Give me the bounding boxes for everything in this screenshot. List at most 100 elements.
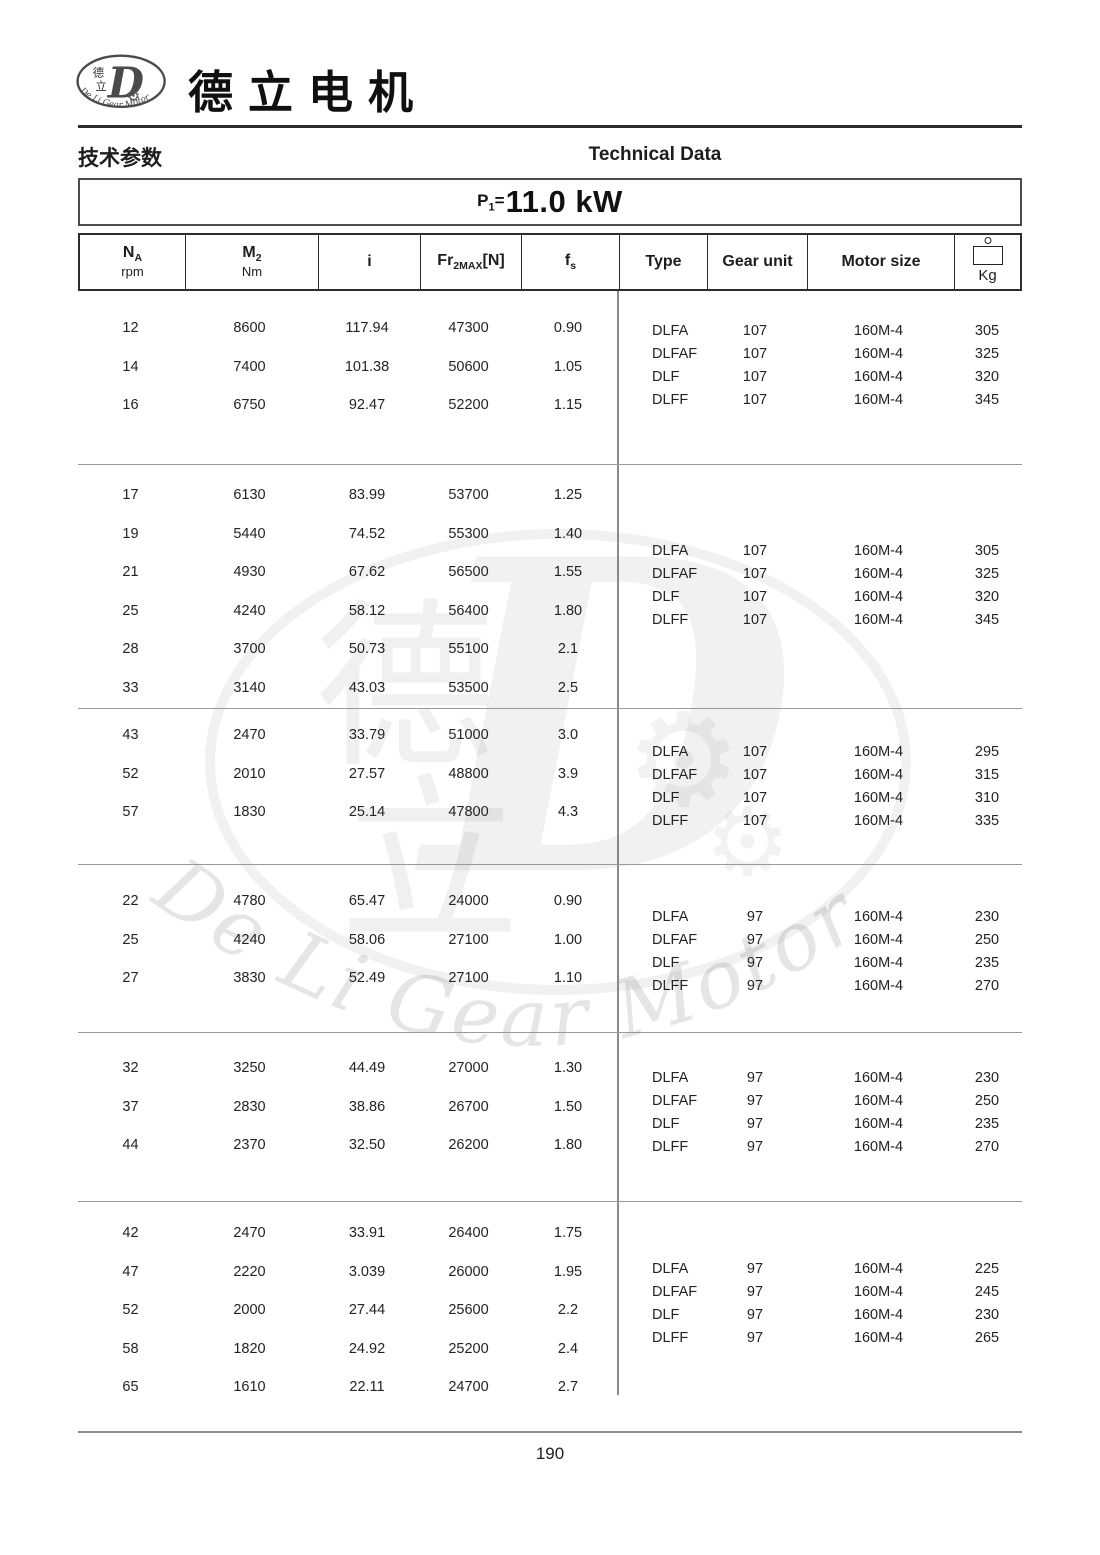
cell-type: DLFA: [652, 743, 689, 760]
group-variant-rows: DLFA 97 160M-4 230 DLFAF 97 160M-4 250 D…: [78, 1067, 1022, 1159]
cell-gear-unit: 97: [746, 1116, 764, 1132]
cell-fr2max: 26400: [448, 1225, 489, 1241]
cell-na-rpm: 33: [122, 679, 139, 696]
cell-type: DLFF: [652, 812, 689, 829]
cell-type: DLFF: [652, 391, 689, 408]
cell-fs: 1.00: [553, 931, 583, 948]
variant-row: DLFAF 107 160M-4 325: [78, 343, 1022, 366]
cell-fr2max: 26200: [448, 1137, 489, 1153]
cell-na-rpm: 25: [122, 602, 139, 619]
cell-motor-size: 160M-4: [853, 565, 904, 582]
cell-fs: 1.80: [553, 602, 583, 619]
cell-fs: 1.15: [553, 397, 583, 413]
cell-gear-unit: 107: [742, 789, 768, 806]
cell-fr2max: 52200: [448, 397, 489, 413]
cell-ratio: 58.06: [348, 931, 386, 948]
weight-icon: [972, 246, 1003, 266]
cell-fs: 1.55: [553, 564, 583, 580]
cell-motor-size: 160M-4: [853, 368, 904, 385]
cell-motor-size: 160M-4: [853, 954, 904, 971]
cell-type: DLFA: [652, 542, 689, 559]
cell-type: DLFA: [652, 322, 689, 339]
cell-ratio: 22.11: [349, 1379, 385, 1395]
cell-fr2max: 53500: [448, 679, 489, 696]
cell-na-rpm: 12: [122, 320, 139, 336]
cell-gear-unit: 97: [746, 1260, 764, 1277]
cell-gear-unit: 97: [746, 1070, 764, 1086]
cell-fr2max: 26700: [448, 1098, 489, 1115]
cell-m2-nm: 1610: [233, 1379, 266, 1395]
variant-row: DLFAF 97 160M-4 250: [78, 1090, 1022, 1113]
table-row: 12 8600 117.94 47300 0.90: [78, 309, 1022, 348]
cell-fs: 1.25: [553, 487, 583, 503]
cell-m2-nm: 4930: [233, 564, 266, 580]
cell-fs: 2.5: [557, 679, 579, 696]
page-number: 190: [535, 1444, 565, 1463]
cell-m2-nm: 2220: [233, 1263, 266, 1280]
table-row: 52 2000 27.44 25600 2.2: [78, 1291, 1022, 1330]
power-value: 11.0 kW: [505, 184, 623, 219]
cell-fr2max: 25600: [448, 1302, 489, 1318]
cell-na-rpm: 57: [122, 804, 139, 820]
cell-type: DLF: [652, 588, 680, 605]
cell-fs: 1.50: [553, 1098, 583, 1115]
cell-gear-unit: 107: [742, 812, 768, 829]
variant-row: DLF 107 160M-4 310: [78, 787, 1022, 810]
column-header-m2: M2 Nm: [185, 235, 318, 289]
group-variant-rows: DLFA 107 160M-4 295 DLFAF 107 160M-4 315…: [78, 741, 1022, 833]
cell-fr2max: 47800: [448, 804, 489, 820]
cell-type: DLFAF: [652, 766, 698, 783]
cell-fr2max: 51000: [448, 727, 489, 743]
cell-type: DLFA: [652, 908, 689, 925]
group-performance-rows: 32 3250 44.49 27000 1.30 37 2830 38.86 2…: [78, 1033, 1022, 1165]
cell-weight: 310: [974, 789, 1000, 806]
cell-fs: 1.80: [553, 1137, 583, 1153]
cell-m2-nm: 3140: [233, 679, 266, 696]
cell-fr2max: 25200: [448, 1340, 489, 1357]
variant-row: DLFAF 107 160M-4 315: [78, 764, 1022, 787]
cell-type: DLFAF: [652, 565, 698, 582]
variant-row: DLFA 97 160M-4 230: [78, 906, 1022, 929]
cell-weight: 315: [974, 766, 1000, 783]
cell-motor-size: 160M-4: [853, 1139, 904, 1155]
variant-row: DLFF 107 160M-4 335: [78, 810, 1022, 833]
cell-fr2max: 53700: [448, 487, 489, 503]
cell-type: DLF: [652, 1306, 680, 1323]
cell-motor-size: 160M-4: [853, 1260, 904, 1277]
table-header-row: NA rpm M2 Nm i Fr2MAX[N] fs Type Gear un…: [78, 233, 1022, 291]
cell-m2-nm: 2830: [233, 1098, 266, 1115]
cell-m2-nm: 4240: [233, 602, 266, 619]
cell-weight: 270: [974, 977, 1000, 994]
cell-fr2max: 26000: [448, 1263, 489, 1280]
table-row: 16 6750 92.47 52200 1.15: [78, 386, 1022, 425]
variant-row: DLF 97 160M-4 235: [78, 1113, 1022, 1136]
group-performance-rows: 42 2470 33.91 26400 1.75 47 2220 3.039 2…: [78, 1202, 1022, 1407]
column-header-na: NA rpm: [121, 243, 144, 280]
cell-m2-nm: 4780: [233, 893, 266, 909]
section-title-cn: 技术参数: [78, 147, 162, 170]
cell-fr2max: 55100: [448, 641, 489, 657]
table-group: 22 4780 65.47 24000 0.90 25 4240 58.06 2…: [78, 865, 1022, 1033]
cell-ratio: 52.49: [348, 970, 386, 986]
variant-row: DLFF 97 160M-4 270: [78, 1136, 1022, 1159]
cell-na-rpm: 44: [122, 1137, 139, 1153]
section-title-en: Technical Data: [588, 144, 722, 165]
cell-motor-size: 160M-4: [853, 1116, 904, 1132]
cell-ratio: 44.49: [348, 1060, 386, 1076]
table-row: 37 2830 38.86 26700 1.50: [78, 1088, 1022, 1127]
cell-ratio: 33.79: [348, 727, 386, 743]
variant-row: DLFF 97 160M-4 270: [78, 975, 1022, 998]
cell-ratio: 50.73: [348, 641, 386, 657]
power-rating-box: P1= 11.0 kW: [78, 178, 1022, 226]
variant-row: DLFA 107 160M-4 305: [78, 320, 1022, 343]
cell-m2-nm: 3830: [233, 970, 266, 986]
group-performance-rows: 12 8600 117.94 47300 0.90 14 7400 101.38…: [78, 291, 1022, 425]
table-row: 52 2010 27.57 48800 3.9: [78, 755, 1022, 794]
cell-fr2max: 56400: [448, 602, 489, 619]
table-row: 32 3250 44.49 27000 1.30: [78, 1049, 1022, 1088]
cell-motor-size: 160M-4: [853, 743, 904, 760]
logo-ring: [76, 54, 166, 109]
cell-na-rpm: 17: [122, 487, 139, 503]
table-row: 14 7400 101.38 50600 1.05: [78, 348, 1022, 387]
cell-motor-size: 160M-4: [853, 766, 904, 783]
